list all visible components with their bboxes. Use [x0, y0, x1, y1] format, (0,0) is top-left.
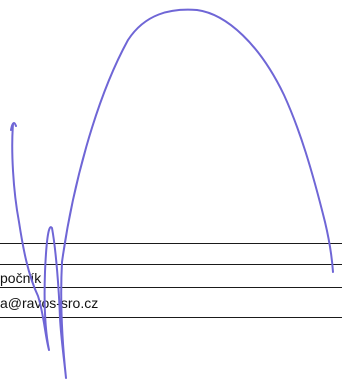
name-field-value: počník — [0, 270, 42, 286]
email-field-value: a@ravos-sro.cz — [0, 295, 99, 311]
form-rule-name — [0, 264, 342, 265]
signature-stroke — [11, 8, 334, 379]
form-rule-name-bottom — [0, 287, 342, 288]
signature-start-hook — [10, 122, 17, 131]
form-rule-email-bottom — [0, 317, 342, 318]
form-rule-top — [0, 243, 342, 244]
